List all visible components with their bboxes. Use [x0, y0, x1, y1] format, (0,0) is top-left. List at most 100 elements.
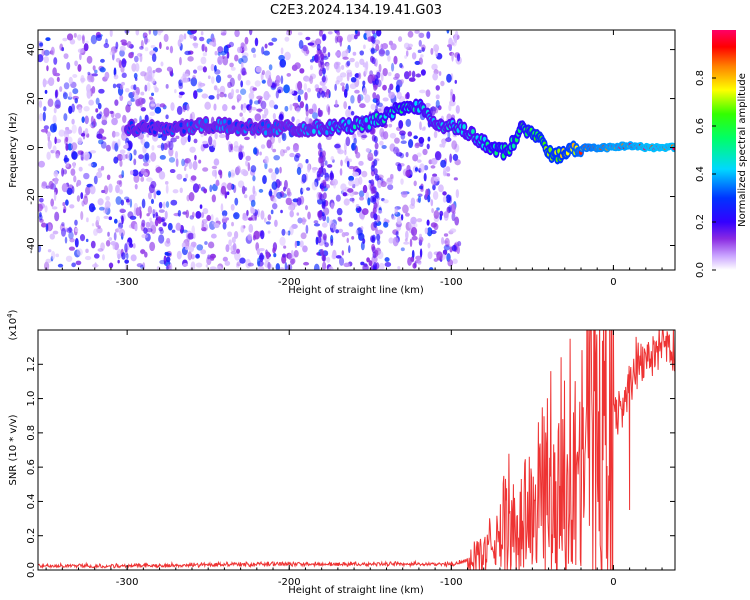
spectrogram-noise-cell	[288, 89, 295, 95]
spectrogram-noise-cell	[294, 62, 301, 70]
spectrogram-noise-cell	[289, 152, 295, 158]
spectrogram-noise-cell	[55, 253, 60, 258]
spectrogram-noise-cell	[247, 262, 254, 267]
spectrogram-noise-cell	[129, 170, 134, 175]
spectrogram-noise-cell	[119, 149, 126, 155]
spectrogram-noise-cell	[87, 71, 91, 76]
spectrogram-noise-cell	[349, 197, 355, 202]
spectrogram-noise-cell	[210, 63, 215, 72]
spectrogram-noise-cell	[387, 54, 391, 62]
spectrogram-noise-cell	[323, 207, 330, 216]
spectrogram-noise-cell	[407, 131, 413, 137]
spectrogram-noise-cell	[174, 89, 177, 94]
x-tick-label: -200	[278, 277, 301, 288]
spectrogram-noise-cell	[350, 95, 355, 104]
spectrogram-noise-cell	[204, 101, 211, 110]
spectrogram-noise-cell	[209, 266, 217, 270]
spectrogram-noise-cell	[445, 194, 451, 203]
spectrogram-noise-cell	[250, 214, 256, 221]
spectrogram-noise-cell	[238, 151, 244, 160]
spectrogram-noise-cell	[423, 173, 427, 182]
spectrogram-noise-cell	[316, 91, 321, 99]
spectrogram-noise-cell	[68, 76, 73, 85]
spectrogram-noise-cell	[414, 30, 420, 34]
spectrogram-noise-cell	[344, 142, 347, 152]
spectrogram-noise-cell	[99, 67, 106, 73]
spectrogram-noise-cell	[93, 118, 96, 127]
spectrogram-noise-cell	[120, 232, 124, 240]
spectrogram-noise-cell	[66, 136, 73, 144]
spectrogram-noise-cell	[80, 74, 85, 84]
spectrogram-noise-cell	[140, 91, 145, 96]
spectrogram-noise-cell	[348, 105, 351, 110]
spectrogram-noise-cell	[190, 261, 196, 270]
spectrogram-noise-cell	[427, 251, 433, 260]
spectrogram-noise-cell	[341, 250, 345, 256]
spectrogram-noise-cell	[205, 264, 209, 268]
spectrogram-noise-cell	[374, 78, 379, 86]
spectrogram-noise-cell	[200, 31, 204, 36]
spectrogram-noise-cell	[119, 94, 124, 102]
spectrogram-noise-cell	[335, 64, 341, 73]
spectrogram-noise-cell	[342, 192, 348, 197]
spectrogram-noise-cell	[158, 201, 163, 209]
spectrogram-noise-cell	[361, 208, 369, 216]
spectrogram-noise-cell	[423, 164, 429, 171]
spectrogram-noise-cell	[97, 198, 104, 206]
spectrogram-noise-cell	[236, 165, 241, 174]
spectrogram-noise-cell	[134, 77, 138, 81]
spectrogram-noise-cell	[63, 113, 68, 122]
spectrogram-noise-cell	[191, 211, 195, 218]
spectrogram-noise-cell	[404, 55, 408, 59]
spectrogram-noise-cell	[216, 88, 220, 94]
spectrogram-noise-cell	[82, 130, 86, 140]
spectrogram-noise-cell	[168, 140, 174, 151]
x-tick-label: -100	[440, 277, 463, 288]
spectrogram-noise-cell	[373, 159, 378, 167]
spectrogram-noise-cell	[256, 248, 261, 255]
spectrogram-noise-cell	[77, 64, 82, 72]
spectrogram-noise-cell	[94, 69, 98, 74]
spectrogram-noise-cell	[370, 164, 375, 172]
spectrogram-noise-cell	[144, 47, 149, 52]
spectrogram-noise-cell	[286, 231, 289, 235]
spectrogram-noise-cell	[449, 153, 453, 163]
spectrogram-noise-cell	[172, 189, 179, 194]
spectrogram-noise-cell	[53, 107, 57, 114]
spectrogram-noise-cell	[86, 89, 92, 99]
spectrogram-noise-cell	[371, 186, 376, 194]
spectrogram-noise-cell	[409, 203, 416, 210]
spectrogram-noise-cell	[340, 82, 345, 87]
spectrogram-noise-cell	[89, 150, 97, 154]
spectrogram-noise-cell	[42, 111, 46, 122]
spectrogram-noise-cell	[86, 217, 89, 223]
spectrogram-noise-cell	[321, 254, 326, 262]
spectrogram-noise-cell	[393, 55, 398, 65]
spectrogram-noise-cell	[80, 132, 86, 137]
spectrogram-noise-cell	[403, 241, 410, 245]
spectrogram-noise-cell	[270, 209, 274, 215]
spectrogram-noise-cell	[366, 257, 370, 263]
spectrogram-noise-cell	[190, 175, 197, 181]
spectrogram-noise-cell	[302, 44, 308, 52]
y-tick-label: 0.8	[26, 425, 37, 441]
spectrogram-noise-cell	[400, 214, 404, 221]
spectrogram-noise-cell	[183, 177, 187, 182]
spectrogram-noise-cell	[338, 218, 343, 222]
spectrogram-noise-cell	[65, 199, 69, 206]
spectrogram-noise-cell	[430, 222, 437, 228]
spectrogram-noise-cell	[220, 32, 227, 36]
spectrogram-noise-cell	[349, 83, 357, 90]
spectrogram-noise-cell	[411, 52, 417, 60]
spectrogram-noise-cell	[210, 214, 214, 222]
spectrogram-noise-cell	[126, 40, 132, 48]
spectrogram-noise-cell	[74, 227, 79, 233]
spectrogram-noise-cell	[378, 48, 386, 57]
spectrogram-noise-cell	[119, 45, 126, 52]
spectrogram-noise-cell	[239, 112, 243, 117]
spectrogram-noise-cell	[441, 138, 446, 148]
spectrogram-noise-cell	[275, 263, 281, 270]
spectrogram-noise-cell	[109, 110, 114, 114]
spectrogram-noise-cell	[202, 208, 209, 215]
spectrogram-noise-cell	[457, 240, 462, 247]
